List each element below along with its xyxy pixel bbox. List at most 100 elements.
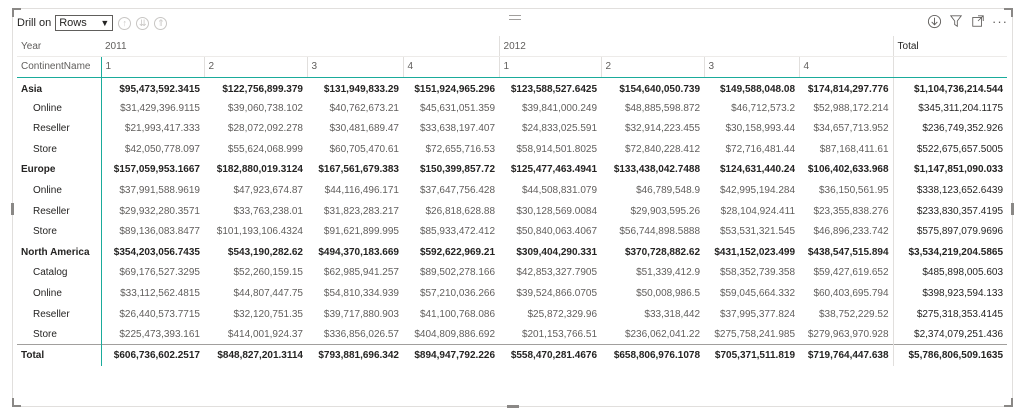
value-cell: $133,438,042.7488 xyxy=(613,164,701,176)
row-total-cell: $233,830,357.4195 xyxy=(892,200,1008,222)
resize-handle-left[interactable] xyxy=(11,203,14,215)
value-cell: $44,508,831.079 xyxy=(521,184,598,196)
region-row: North America $354,203,056.7435 $543,190,2… xyxy=(17,241,1008,263)
up-arrow-circle-icon[interactable]: ↑ xyxy=(118,16,132,30)
value-cell: $125,477,463.4941 xyxy=(510,164,598,176)
value-cell: $167,561,679.383 xyxy=(318,164,399,176)
grand-total-row: Total $606,736,602.2517 $848,827,201.3114 $… xyxy=(17,344,1008,366)
value-cell: $26,818,628.88 xyxy=(425,205,496,217)
visual-header-toolbar: ··· xyxy=(926,13,1008,29)
drill-on-label: Drill on xyxy=(17,17,52,29)
value-cell: $56,744,898.5888 xyxy=(619,226,701,238)
value-cell: $154,640,050.739 xyxy=(619,84,701,96)
value-cell: $57,210,036.266 xyxy=(419,287,496,299)
row-total-cell: $338,123,652.6439 xyxy=(892,180,1008,201)
down-arrow-circle-icon[interactable]: ⇊ xyxy=(136,16,150,30)
resize-handle-right[interactable] xyxy=(1011,203,1014,215)
row-header: Catalog xyxy=(17,262,102,284)
value-cell: $46,896,233.742 xyxy=(813,226,889,238)
double-up-arrow-circle-icon[interactable]: ⇑ xyxy=(154,16,168,30)
table-row: Store $42,050,778.097 $55,624,068.999 $60,7… xyxy=(17,138,1008,160)
value-cell: $174,814,297.776 xyxy=(807,84,889,96)
row-header: Reseller xyxy=(17,303,102,325)
value-cell: $21,993,417.333 xyxy=(124,123,200,135)
row-header[interactable]: Europe xyxy=(17,159,102,181)
value-cell: $279,963,970.928 xyxy=(807,328,889,340)
drill-on-select[interactable]: Rows ▼ xyxy=(55,15,114,31)
quarter-header[interactable]: 4 xyxy=(798,56,894,78)
value-cell: $24,833,025.591 xyxy=(521,123,598,135)
value-cell: $793,881,696.342 xyxy=(307,344,403,366)
value-cell: $41,100,768.086 xyxy=(419,308,496,320)
filter-icon[interactable] xyxy=(948,13,964,29)
value-cell: $101,193,106.4324 xyxy=(216,226,303,238)
value-cell: $705,371,511.819 xyxy=(704,344,800,366)
resize-handle-bottom-left[interactable] xyxy=(12,398,21,407)
more-options-icon[interactable]: ··· xyxy=(992,13,1008,29)
row-total-cell: $1,104,736,214.544 xyxy=(892,77,1008,98)
value-cell: $60,403,695.794 xyxy=(813,287,889,299)
focus-mode-icon[interactable] xyxy=(970,13,986,29)
row-total-cell: $485,898,005.603 xyxy=(892,262,1008,284)
table-row: Store $89,136,083.8477 $101,193,106.4324 $9… xyxy=(17,221,1008,242)
year-header-2011[interactable]: 2011 xyxy=(101,36,500,58)
quarter-header[interactable]: 1 xyxy=(100,56,204,78)
table-row: Reseller $26,440,573.7715 $32,120,751.35 $3… xyxy=(17,303,1008,325)
table-row: Reseller $21,993,417.333 $28,072,092.278 $3… xyxy=(17,118,1008,139)
value-cell: $47,923,674.87 xyxy=(233,184,303,196)
value-cell: $38,752,229.52 xyxy=(819,308,889,320)
value-cell: $33,638,197.407 xyxy=(419,123,496,135)
value-cell: $30,158,993.44 xyxy=(725,123,796,135)
quarter-header[interactable]: 2 xyxy=(203,56,307,78)
value-cell: $558,470,281.4676 xyxy=(499,344,602,366)
row-total-cell: $3,534,219,204.5865 xyxy=(892,241,1008,263)
value-cell: $131,949,833.29 xyxy=(323,84,399,96)
value-cell: $31,823,283.217 xyxy=(323,205,399,217)
value-cell: $46,712,573.2 xyxy=(731,102,796,114)
region-row: Europe $157,059,953.1667 $182,880,019.3124… xyxy=(17,159,1008,181)
value-cell: $58,352,739.358 xyxy=(719,267,796,279)
resize-handle-bottom-right[interactable] xyxy=(1004,398,1013,407)
row-total-cell: $5,786,806,509.1635 xyxy=(892,344,1008,366)
value-cell: $40,762,673.21 xyxy=(329,102,399,114)
quarter-header[interactable]: 3 xyxy=(306,56,403,78)
row-header[interactable]: North America xyxy=(17,241,102,263)
value-cell: $46,789,548.9 xyxy=(636,184,701,196)
table-row: Online $33,112,562.4815 $44,807,447.75 $54,… xyxy=(17,283,1008,304)
matrix-visual[interactable]: Drill on Rows ▼ ↑ ⇊ ⇑ ··· Year xyxy=(11,8,1014,408)
row-header: Online xyxy=(17,180,102,201)
quarter-header[interactable]: 4 xyxy=(402,56,500,78)
resize-handle-top-right[interactable] xyxy=(1004,8,1013,17)
value-cell: $150,399,857.72 xyxy=(419,164,496,176)
matrix-table: Year 2011 2012 Total ContinentName 1 2 3… xyxy=(17,36,1008,366)
value-cell: $336,856,026.57 xyxy=(323,328,399,340)
value-cell: $122,756,899.379 xyxy=(222,84,303,96)
quarter-header[interactable]: 3 xyxy=(703,56,800,78)
row-header: Reseller xyxy=(17,200,102,222)
value-cell: $894,947,792.226 xyxy=(403,344,500,366)
drag-grip-icon[interactable] xyxy=(509,15,521,23)
row-header[interactable]: Asia xyxy=(17,77,102,98)
row-header: Store xyxy=(17,221,102,242)
value-cell: $44,807,447.75 xyxy=(233,287,303,299)
row-header: Reseller xyxy=(17,118,102,139)
value-cell: $123,588,527.6425 xyxy=(510,84,598,96)
quarter-header[interactable]: 2 xyxy=(600,56,705,78)
value-cell: $42,995,194.284 xyxy=(719,184,796,196)
value-cell: $149,588,048.08 xyxy=(719,84,796,96)
value-cell: $51,339,412.9 xyxy=(636,267,701,279)
row-total-cell: $522,675,657.5005 xyxy=(892,138,1008,160)
value-cell: $48,885,598.872 xyxy=(624,102,701,114)
value-cell: $31,429,396.9115 xyxy=(120,102,200,114)
down-arrow-circle-icon[interactable] xyxy=(926,13,942,29)
value-cell: $494,370,183.669 xyxy=(318,246,399,258)
year-header-2012[interactable]: 2012 xyxy=(498,36,894,58)
total-column-header[interactable]: Total xyxy=(892,36,1008,58)
quarter-header[interactable]: 1 xyxy=(498,56,602,78)
table-row: Store $225,473,393.161 $414,001,924.37 $336… xyxy=(17,324,1008,345)
resize-handle-bottom[interactable] xyxy=(507,405,519,408)
value-cell: $33,763,238.01 xyxy=(233,205,303,217)
value-cell: $52,260,159.15 xyxy=(233,267,303,279)
resize-handle-top-left[interactable] xyxy=(12,8,21,17)
value-cell: $53,531,321.545 xyxy=(719,226,796,238)
